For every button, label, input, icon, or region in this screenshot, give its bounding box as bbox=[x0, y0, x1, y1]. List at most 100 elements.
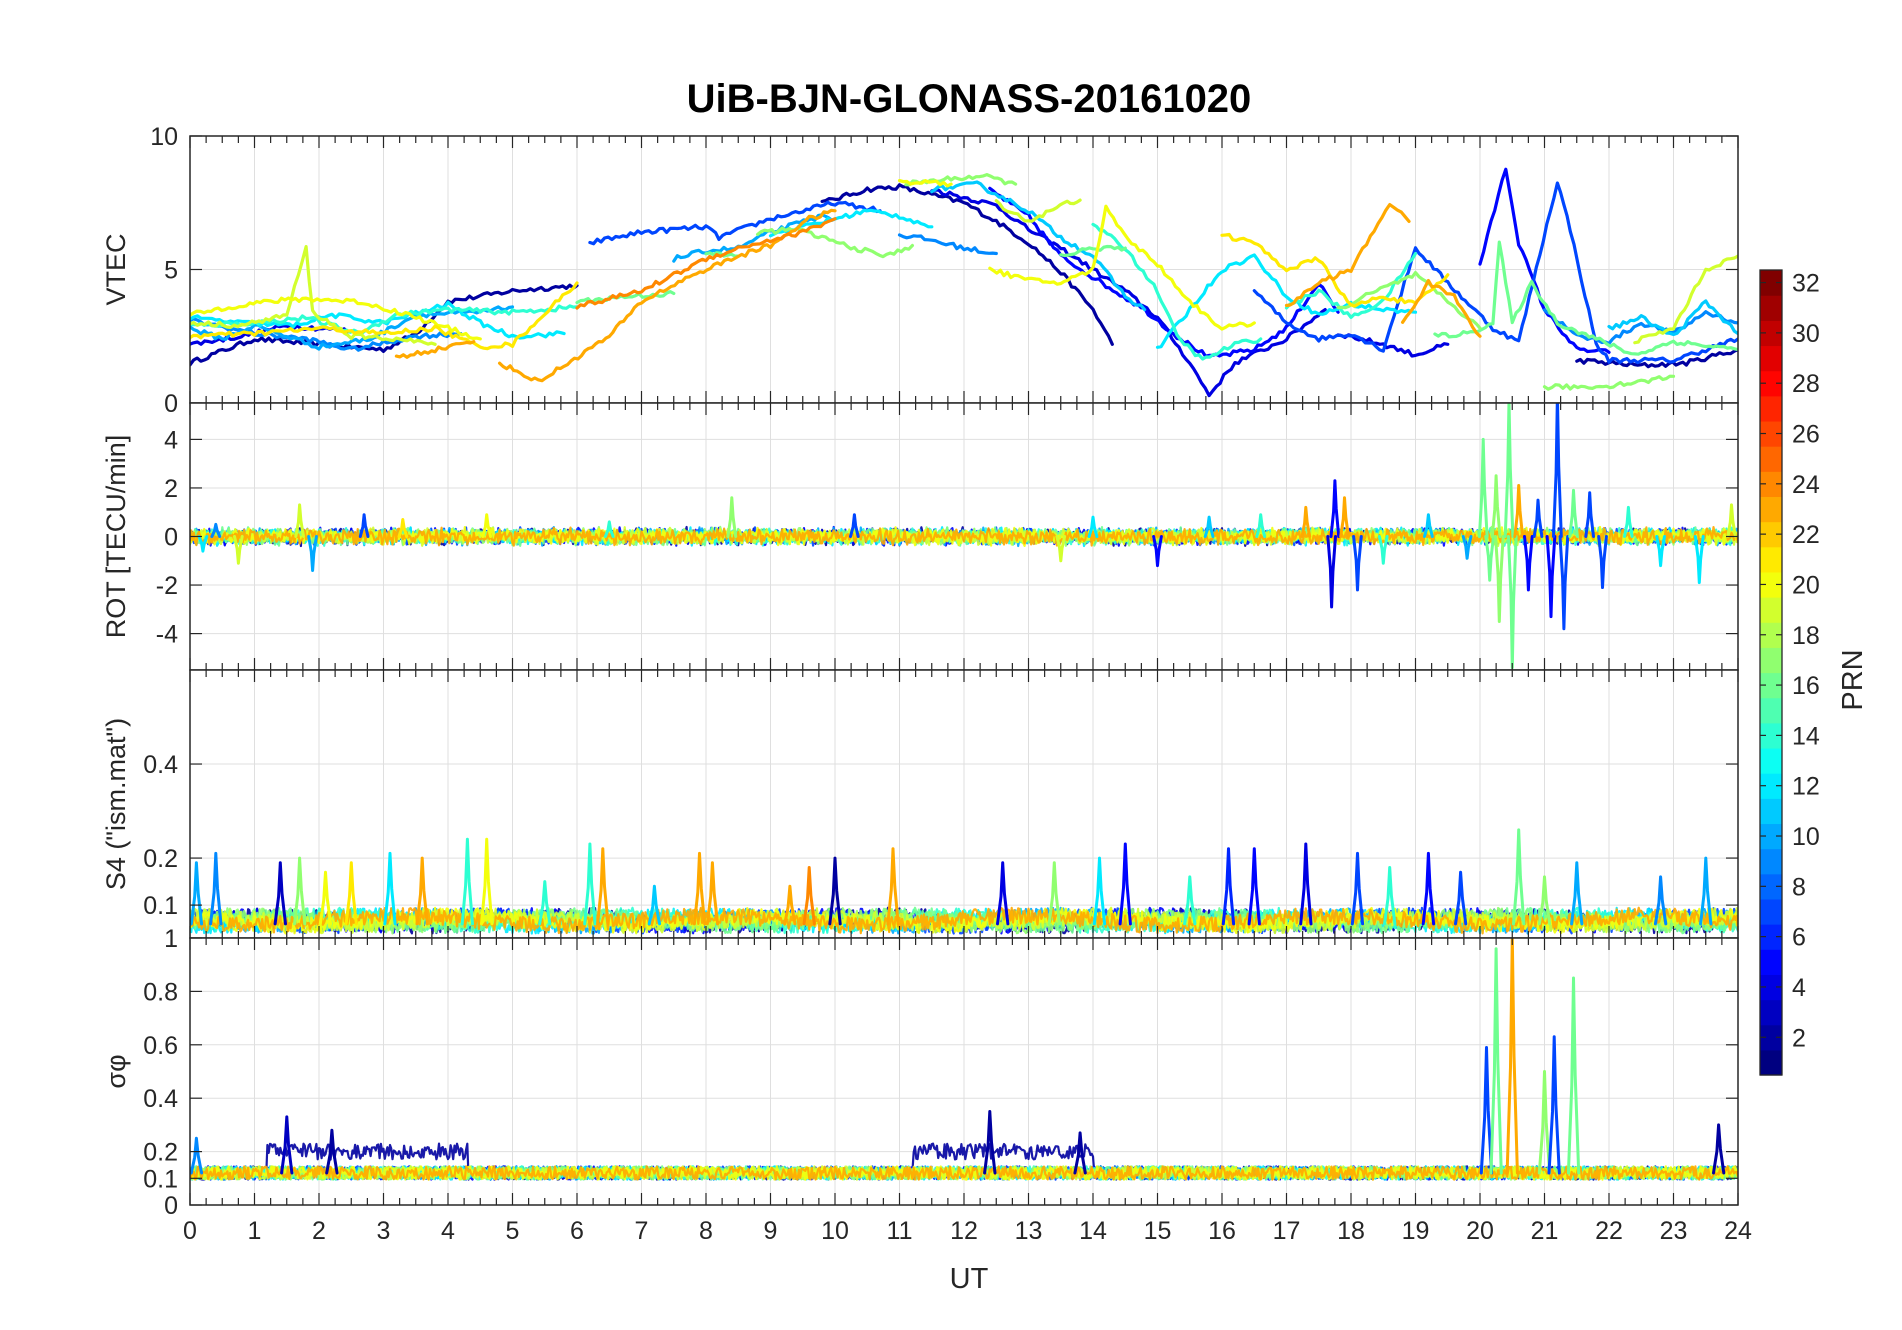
spike-prn-5 bbox=[1247, 847, 1261, 926]
colorbar-swatch-prn-5 bbox=[1760, 949, 1782, 975]
colorbar-tick-label: 8 bbox=[1792, 873, 1806, 901]
colorbar-swatch-prn-31 bbox=[1760, 295, 1782, 321]
y-tick-label: 0.1 bbox=[143, 1165, 178, 1193]
spike-prn-10 bbox=[1461, 535, 1473, 560]
spike-prn-14 bbox=[1383, 866, 1397, 926]
colorbar-swatch-prn-21 bbox=[1760, 546, 1782, 573]
spike-prn-16 bbox=[1512, 828, 1526, 926]
noise-trace-prn-23 bbox=[190, 526, 1738, 547]
spike-prn-9 bbox=[190, 1136, 204, 1175]
spike-prn-7 bbox=[1558, 535, 1570, 631]
colorbar-swatch-prn-18 bbox=[1760, 622, 1782, 648]
vtec-line-prn-7 bbox=[588, 200, 882, 246]
spike-prn-5 bbox=[1329, 479, 1341, 538]
y-tick-label: 2 bbox=[164, 475, 178, 503]
spike-prn-7 bbox=[1547, 1035, 1561, 1175]
vtec-line-prn-24 bbox=[575, 217, 837, 310]
spike-prn-23 bbox=[705, 861, 720, 926]
panel-rot: -4 -2 0 2 4 ROT [TECU/min] bbox=[101, 402, 1739, 671]
spike-prn-17 bbox=[293, 856, 307, 926]
colorbar-swatch-prn-16 bbox=[1760, 672, 1782, 699]
spike-prn-14 bbox=[583, 842, 597, 926]
vtec-line-prn-21 bbox=[1220, 232, 1450, 308]
colorbar-swatch-prn-15 bbox=[1760, 697, 1782, 724]
colorbar-tick-label: 20 bbox=[1792, 571, 1820, 599]
spike-prn-14 bbox=[1183, 875, 1197, 926]
spike-prn-16 bbox=[1566, 976, 1581, 1175]
colorbar-tick-label: 24 bbox=[1792, 471, 1820, 499]
y-tick-label: 0 bbox=[164, 390, 178, 418]
colorbar-tick-label: 18 bbox=[1792, 622, 1820, 650]
colorbar-swatch-prn-17 bbox=[1760, 647, 1782, 674]
colorbar-swatch-prn-1 bbox=[1760, 1049, 1782, 1076]
y-tick-label: 10 bbox=[150, 123, 178, 151]
x-tick-label: 22 bbox=[1595, 1217, 1623, 1245]
spike-prn-23 bbox=[1505, 938, 1519, 1175]
vtec-line-prn-10 bbox=[672, 213, 837, 263]
vtec-line-prn-20 bbox=[988, 204, 1256, 331]
spike-prn-7 bbox=[1454, 870, 1468, 926]
colorbar-swatch-prn-28 bbox=[1760, 370, 1782, 397]
traces bbox=[190, 938, 1738, 1181]
x-tick-label: 20 bbox=[1466, 1217, 1494, 1245]
vtec-line-prn-7 bbox=[1252, 181, 1738, 365]
y-axis-label: σφ bbox=[101, 1054, 131, 1088]
spike-prn-17 bbox=[1490, 474, 1502, 538]
colorbar-swatch-prn-6 bbox=[1760, 924, 1782, 950]
colorbar-swatch-prn-7 bbox=[1760, 898, 1782, 925]
spike-prn-5 bbox=[1152, 535, 1163, 568]
x-tick-label: 3 bbox=[377, 1217, 391, 1245]
vtec-line-prn-16 bbox=[575, 290, 676, 305]
y-axis-label: ROT [TECU/min] bbox=[101, 435, 131, 639]
colorbar-swatch-prn-32 bbox=[1760, 270, 1782, 296]
spike-prn-5 bbox=[1118, 842, 1132, 926]
spike-prn-19 bbox=[1726, 503, 1737, 538]
y-tick-label: 0.2 bbox=[143, 845, 178, 873]
colorbar-tick-label: 2 bbox=[1792, 1024, 1806, 1052]
x-tick-label: 23 bbox=[1660, 1217, 1688, 1245]
y-tick-label: 1 bbox=[164, 925, 178, 953]
colorbar-swatch-prn-26 bbox=[1760, 420, 1782, 447]
spike-prn-10 bbox=[1570, 861, 1584, 926]
spike-prn-17 bbox=[726, 496, 738, 538]
spike-prn-14 bbox=[1623, 505, 1634, 538]
colorbar-swatch-prn-8 bbox=[1760, 873, 1782, 900]
vtec-line-prn-16 bbox=[1059, 244, 1127, 258]
spike-prn-7 bbox=[849, 513, 860, 538]
spike-prn-23 bbox=[692, 851, 707, 926]
spike-prn-20 bbox=[480, 837, 494, 926]
vtec-line-prn-17 bbox=[1336, 271, 1482, 330]
spike-prn-12 bbox=[1655, 535, 1666, 568]
colorbar-swatch-prn-27 bbox=[1760, 395, 1782, 422]
vtec-line-prn-23 bbox=[394, 340, 476, 359]
spike-prn-19 bbox=[233, 535, 244, 565]
traces bbox=[190, 167, 1738, 398]
y-tick-label: 0.6 bbox=[143, 1032, 178, 1060]
spike-prn-17 bbox=[1537, 875, 1552, 926]
colorbar-swatch-prn-19 bbox=[1760, 597, 1782, 623]
spike-prn-7 bbox=[1350, 851, 1365, 926]
chart-title: UiB-BJN-GLONASS-20161020 bbox=[687, 77, 1252, 121]
colorbar-swatch-prn-29 bbox=[1760, 345, 1782, 372]
spike-prn-10 bbox=[1699, 856, 1713, 926]
colorbar-tick-label: 12 bbox=[1792, 773, 1820, 801]
panel-vtec: 0 5 10 VTEC bbox=[101, 123, 1739, 418]
x-axis-label: UT bbox=[950, 1263, 989, 1295]
vtec-line-prn-19 bbox=[190, 245, 437, 346]
spike-prn-16 bbox=[1477, 437, 1489, 538]
x-tick-label: 2 bbox=[312, 1217, 326, 1245]
spike-prn-23 bbox=[1339, 496, 1350, 538]
spike-prn-14 bbox=[1377, 535, 1389, 565]
spike-prn-14 bbox=[1255, 513, 1267, 538]
vtec-line-prn-23 bbox=[1401, 278, 1482, 338]
colorbar-swatch-prn-24 bbox=[1760, 471, 1782, 498]
x-tick-label: 5 bbox=[506, 1217, 520, 1245]
spike-prn-9 bbox=[210, 522, 222, 538]
x-tick-label: 9 bbox=[764, 1217, 778, 1245]
colorbar-tick-label: 30 bbox=[1792, 320, 1820, 348]
spike-prn-12 bbox=[197, 535, 209, 553]
spike-prn-21 bbox=[397, 518, 409, 538]
vtec-line-prn-19 bbox=[1633, 254, 1738, 345]
spike-prn-4 bbox=[1299, 842, 1313, 926]
